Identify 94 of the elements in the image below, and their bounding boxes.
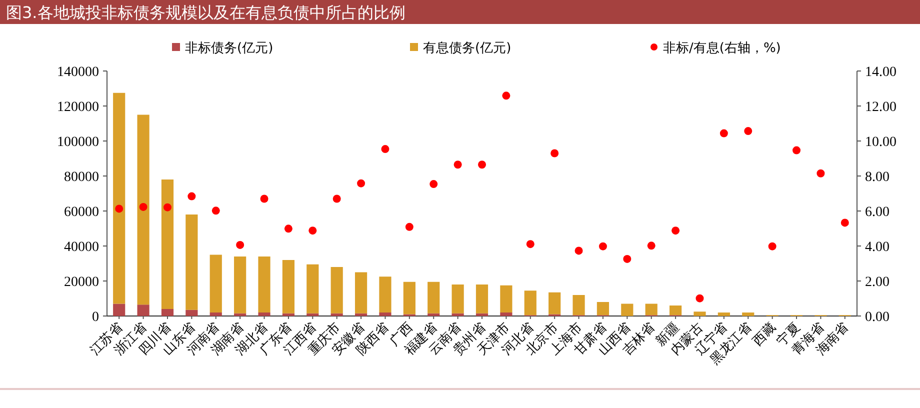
- bar: [113, 304, 126, 316]
- bar: [476, 313, 488, 316]
- point: [212, 206, 220, 215]
- point: [792, 146, 801, 154]
- point: [816, 169, 825, 178]
- bar: [476, 284, 488, 314]
- bar: [500, 285, 512, 312]
- point: [672, 226, 680, 235]
- point: [696, 294, 704, 302]
- chart-title: 图3.各地城投非标债务规模以及在有息负债中所占的比例: [6, 3, 406, 22]
- bar: [548, 292, 561, 314]
- bar: [258, 312, 270, 316]
- y2-tick-label: 8.00: [865, 170, 890, 185]
- bar: [742, 312, 754, 316]
- bar: [645, 304, 658, 316]
- bar: [572, 295, 585, 316]
- bar: [137, 304, 150, 316]
- bar: [330, 267, 343, 314]
- y-tick-label: 100000: [57, 135, 99, 150]
- point: [454, 160, 462, 169]
- point: [623, 254, 632, 263]
- bar: [694, 312, 706, 316]
- bar: [161, 180, 174, 309]
- bar: [670, 306, 682, 316]
- y-tick-label: 60000: [64, 205, 99, 220]
- y-tick-label: 80000: [64, 170, 99, 185]
- point: [308, 226, 317, 235]
- legend-label: 非标/有息(右轴，%): [663, 41, 781, 56]
- point: [574, 246, 583, 255]
- point: [478, 160, 486, 169]
- y-tick-label: 20000: [64, 275, 99, 290]
- point: [236, 240, 244, 249]
- point: [260, 194, 268, 203]
- y2-tick-label: 4.00: [865, 240, 890, 255]
- point: [139, 202, 148, 211]
- y-tick-label: 120000: [57, 100, 99, 115]
- point: [381, 145, 390, 154]
- y2-tick-label: 14.00: [865, 65, 896, 80]
- bar: [258, 256, 270, 312]
- bar: [161, 309, 174, 316]
- point: [405, 222, 414, 231]
- point: [332, 194, 341, 203]
- point: [163, 203, 172, 212]
- bar: [452, 284, 464, 314]
- bar: [306, 313, 319, 316]
- bar: [282, 260, 294, 314]
- bar: [306, 264, 319, 314]
- point: [744, 127, 752, 136]
- bar: [354, 272, 368, 314]
- bar: [354, 313, 368, 316]
- bar: [234, 313, 246, 316]
- bar: [113, 92, 126, 304]
- bar: [596, 302, 610, 316]
- bar: [621, 304, 634, 316]
- y-tick-label: 0: [92, 310, 99, 325]
- point: [598, 242, 607, 250]
- point: [502, 92, 510, 100]
- bar: [428, 313, 440, 316]
- y2-tick-label: 6.00: [865, 205, 890, 220]
- y2-tick-label: 10.00: [865, 135, 896, 150]
- y-tick-label: 140000: [57, 65, 99, 80]
- bar: [137, 114, 150, 305]
- point: [188, 192, 196, 200]
- bar: [210, 254, 222, 312]
- bar: [428, 282, 440, 314]
- point: [647, 242, 656, 250]
- point: [284, 224, 292, 233]
- bar: [452, 313, 464, 316]
- bar: [524, 290, 536, 316]
- bar: [234, 256, 246, 314]
- y-tick-label: 40000: [64, 240, 99, 255]
- point: [526, 240, 534, 248]
- y2-tick-label: 12.00: [865, 100, 896, 115]
- bar: [186, 214, 198, 310]
- bar: [282, 313, 294, 316]
- point: [768, 242, 776, 250]
- bar: [210, 312, 222, 316]
- bar: [379, 312, 392, 316]
- bar: [186, 310, 198, 316]
- legend-label: 非标债务(亿元): [185, 41, 274, 56]
- point: [550, 149, 559, 158]
- bar: [500, 312, 512, 316]
- bar: [379, 276, 392, 312]
- legend-label: 有息债务(亿元): [423, 41, 512, 56]
- point: [720, 129, 728, 138]
- point: [840, 218, 849, 227]
- point: [430, 180, 438, 188]
- bar: [718, 312, 730, 316]
- bar: [403, 282, 416, 314]
- point: [115, 204, 124, 213]
- y2-tick-label: 0.00: [865, 310, 890, 325]
- y2-tick-label: 2.00: [865, 275, 890, 290]
- point: [357, 179, 366, 188]
- bar: [330, 313, 343, 316]
